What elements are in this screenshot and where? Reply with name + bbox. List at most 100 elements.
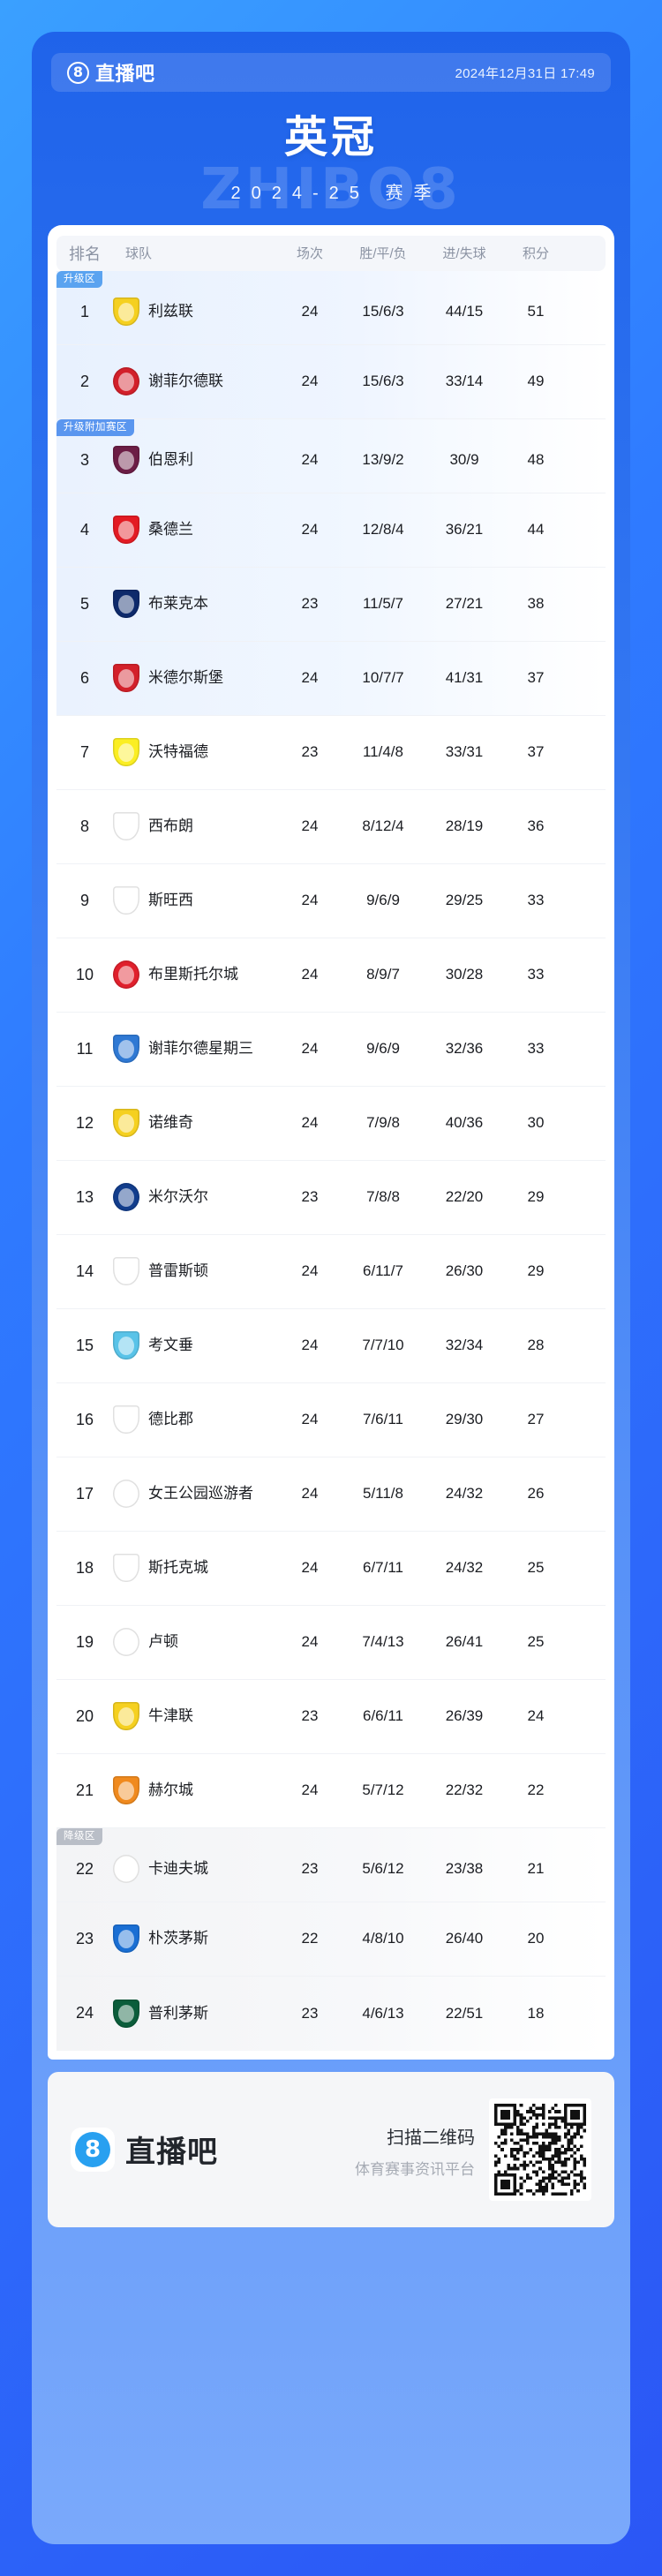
cell-points: 36 <box>527 817 545 835</box>
table-row[interactable]: 13 米尔沃尔 23 7/8/8 22/20 29 <box>56 1161 606 1235</box>
team-name: 普雷斯顿 <box>148 1262 208 1280</box>
team-name: 牛津联 <box>148 1707 193 1725</box>
table-row[interactable]: 23 朴茨茅斯 22 4/8/10 26/40 20 <box>56 1902 606 1977</box>
table-row[interactable]: 4 桑德兰 24 12/8/4 36/21 44 <box>56 493 606 568</box>
team-name: 布莱克本 <box>148 595 208 613</box>
team-crest-icon <box>113 1999 139 2028</box>
table-row[interactable]: 降级区 22 卡迪夫城 23 5/6/12 23/38 21 <box>56 1827 606 1902</box>
team-crest-icon <box>113 1183 139 1212</box>
zhibo8-logo-icon: 8 <box>71 2127 115 2172</box>
cell-rank: 12 <box>75 1113 94 1132</box>
team-name: 谢菲尔德星期三 <box>148 1040 253 1058</box>
cell-wdl: 5/6/12 <box>362 1860 404 1878</box>
cell-team[interactable]: 斯旺西 <box>113 886 277 915</box>
cell-wdl: 7/4/13 <box>362 1633 404 1651</box>
table-row[interactable]: 15 考文垂 24 7/7/10 32/34 28 <box>56 1309 606 1383</box>
cell-team[interactable]: 普雷斯顿 <box>113 1257 277 1286</box>
team-crest-icon <box>113 1405 139 1435</box>
cell-goals: 36/21 <box>445 521 484 539</box>
cell-team[interactable]: 普利茅斯 <box>113 1999 277 2028</box>
header-played: 场次 <box>296 246 323 262</box>
team-name: 伯恩利 <box>148 451 193 469</box>
cell-team[interactable]: 谢菲尔德星期三 <box>113 1035 277 1064</box>
logo-glyph: 8 <box>75 2131 110 2167</box>
table-row[interactable]: 升级区 1 利兹联 24 15/6/3 44/15 51 <box>56 270 606 345</box>
cell-goals: 30/9 <box>449 451 479 469</box>
cell-goals: 26/30 <box>445 1262 484 1280</box>
cell-team[interactable]: 布里斯托尔城 <box>113 960 277 990</box>
header-rank: 排名 <box>69 245 101 263</box>
cell-team[interactable]: 诺维奇 <box>113 1109 277 1138</box>
cell-goals: 22/32 <box>445 1781 484 1799</box>
table-row[interactable]: 17 女王公园巡游者 24 5/11/8 24/32 26 <box>56 1457 606 1532</box>
cell-rank: 10 <box>75 965 94 983</box>
footer-brand[interactable]: 8 直播吧 <box>71 2127 218 2172</box>
cell-wdl: 8/9/7 <box>366 966 400 983</box>
team-name: 米尔沃尔 <box>148 1188 208 1206</box>
cell-team[interactable]: 米德尔斯堡 <box>113 664 277 693</box>
table-row[interactable]: 12 诺维奇 24 7/9/8 40/36 30 <box>56 1087 606 1161</box>
cell-team[interactable]: 利兹联 <box>113 298 277 327</box>
cell-team[interactable]: 卡迪夫城 <box>113 1855 277 1884</box>
cell-team[interactable]: 沃特福德 <box>113 738 277 767</box>
brand-logo[interactable]: 8 直播吧 <box>67 58 155 87</box>
table-row[interactable]: 21 赫尔城 24 5/7/12 22/32 22 <box>56 1754 606 1828</box>
cell-played: 24 <box>301 966 319 983</box>
team-crest-icon <box>113 1480 139 1509</box>
cell-team[interactable]: 德比郡 <box>113 1405 277 1435</box>
team-crest-icon <box>113 886 139 915</box>
table-header-row: 排名 球队 场次 胜/平/负 进/失球 积分 <box>56 235 606 271</box>
cell-wdl: 11/5/7 <box>362 595 403 613</box>
cell-played: 23 <box>301 1707 319 1725</box>
cell-team[interactable]: 布莱克本 <box>113 590 277 619</box>
cell-team[interactable]: 女王公园巡游者 <box>113 1480 277 1509</box>
table-row[interactable]: 18 斯托克城 24 6/7/11 24/32 25 <box>56 1532 606 1606</box>
team-name: 朴茨茅斯 <box>148 1930 208 1947</box>
table-row[interactable]: 7 沃特福德 23 11/4/8 33/31 37 <box>56 716 606 790</box>
table-row[interactable]: 8 西布朗 24 8/12/4 28/19 36 <box>56 790 606 864</box>
cell-points: 22 <box>527 1781 545 1799</box>
table-row[interactable]: 20 牛津联 23 6/6/11 26/39 24 <box>56 1680 606 1754</box>
table-row[interactable]: 升级附加赛区 3 伯恩利 24 13/9/2 30/9 48 <box>56 418 606 493</box>
cell-team[interactable]: 谢菲尔德联 <box>113 367 277 396</box>
table-row[interactable]: 2 谢菲尔德联 24 15/6/3 33/14 49 <box>56 344 606 419</box>
table-row[interactable]: 11 谢菲尔德星期三 24 9/6/9 32/36 33 <box>56 1013 606 1087</box>
cell-played: 24 <box>301 1781 319 1799</box>
cell-wdl: 7/7/10 <box>362 1337 404 1354</box>
team-name: 普利茅斯 <box>148 2004 208 2022</box>
cell-points: 33 <box>527 892 545 909</box>
cell-goals: 30/28 <box>445 966 484 983</box>
cell-played: 24 <box>301 817 319 835</box>
cell-rank: 18 <box>75 1558 94 1577</box>
cell-team[interactable]: 西布朗 <box>113 812 277 841</box>
cell-points: 29 <box>527 1188 545 1206</box>
cell-points: 48 <box>527 451 545 469</box>
cell-team[interactable]: 牛津联 <box>113 1702 277 1731</box>
cell-team[interactable]: 桑德兰 <box>113 516 277 545</box>
cell-goals: 27/21 <box>445 595 484 613</box>
cell-wdl: 5/7/12 <box>362 1781 404 1799</box>
cell-team[interactable]: 朴茨茅斯 <box>113 1924 277 1954</box>
team-crest-icon <box>113 298 139 327</box>
cell-played: 24 <box>301 1411 319 1428</box>
cell-team[interactable]: 米尔沃尔 <box>113 1183 277 1212</box>
cell-team[interactable]: 卢顿 <box>113 1628 277 1657</box>
cell-team[interactable]: 斯托克城 <box>113 1554 277 1583</box>
table-row[interactable]: 6 米德尔斯堡 24 10/7/7 41/31 37 <box>56 641 606 716</box>
cell-goals: 22/20 <box>445 1188 484 1206</box>
table-row[interactable]: 16 德比郡 24 7/6/11 29/30 27 <box>56 1383 606 1457</box>
cell-rank: 3 <box>79 450 89 469</box>
cell-rank: 13 <box>75 1187 94 1206</box>
cell-team[interactable]: 考文垂 <box>113 1331 277 1360</box>
table-row[interactable]: 14 普雷斯顿 24 6/11/7 26/30 29 <box>56 1235 606 1309</box>
table-row[interactable]: 5 布莱克本 23 11/5/7 27/21 38 <box>56 567 606 642</box>
team-crest-icon <box>113 1554 139 1583</box>
cell-team[interactable]: 伯恩利 <box>113 446 277 475</box>
table-row[interactable]: 10 布里斯托尔城 24 8/9/7 30/28 33 <box>56 938 606 1013</box>
cell-team[interactable]: 赫尔城 <box>113 1776 277 1805</box>
qr-code-icon[interactable] <box>489 2098 591 2201</box>
cell-played: 24 <box>301 451 319 469</box>
table-row[interactable]: 24 普利茅斯 23 4/6/13 22/51 18 <box>56 1976 606 2051</box>
table-row[interactable]: 19 卢顿 24 7/4/13 26/41 25 <box>56 1606 606 1680</box>
table-row[interactable]: 9 斯旺西 24 9/6/9 29/25 33 <box>56 864 606 938</box>
